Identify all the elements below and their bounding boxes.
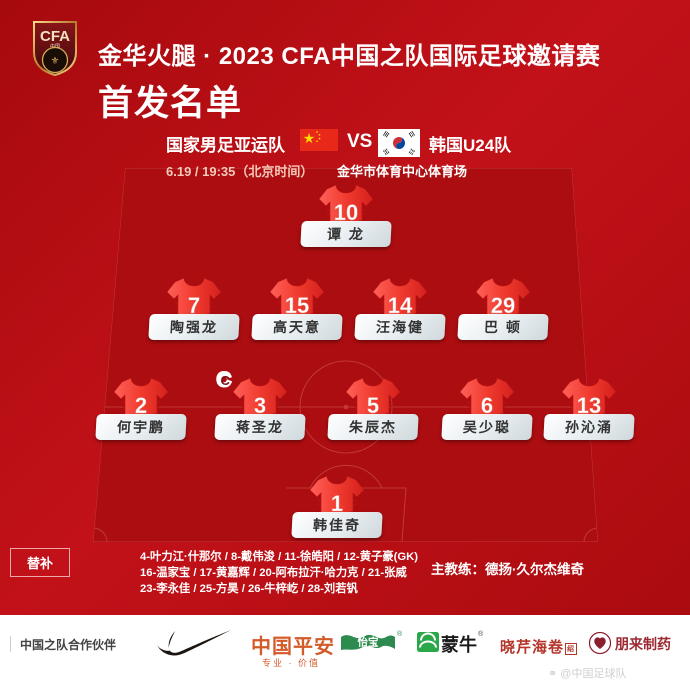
svg-text:怡宝: 怡宝: [358, 636, 379, 649]
